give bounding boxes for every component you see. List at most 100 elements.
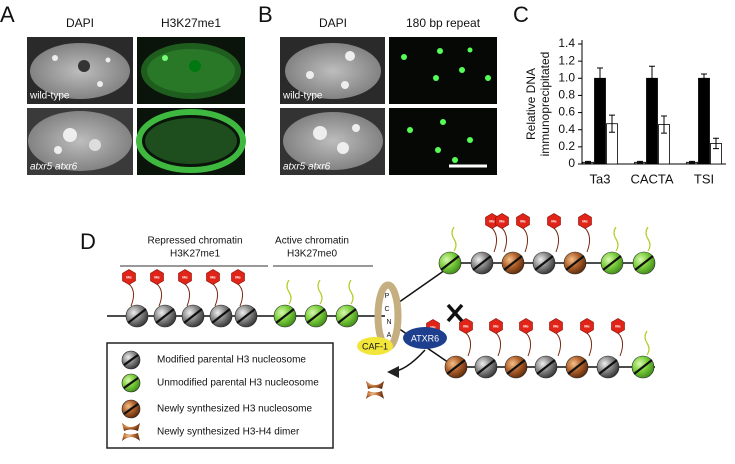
tail xyxy=(495,332,502,357)
y-tick-label: 1.0 xyxy=(558,70,575,84)
error-bar xyxy=(689,160,695,164)
tail xyxy=(553,227,560,253)
unmodified-tail xyxy=(286,279,292,305)
caf1-label: CAF-1 xyxy=(362,341,388,351)
tail xyxy=(465,332,472,357)
nucleosome-dna xyxy=(506,359,526,375)
nucleosome-dna xyxy=(634,255,654,271)
methyl-label: Me xyxy=(523,324,529,329)
micrograph xyxy=(27,37,246,175)
unmodified-tail xyxy=(613,226,619,252)
panel-letter: C xyxy=(513,2,529,27)
methyl-label: Me xyxy=(489,219,495,224)
row-label: wild-type xyxy=(282,91,323,102)
bar xyxy=(698,77,710,165)
error-bar xyxy=(585,160,591,164)
nucleosome-dna xyxy=(306,308,326,324)
y-tick-label: 0.4 xyxy=(558,122,575,136)
methyl-mark xyxy=(516,213,530,229)
x-tick-label: Ta3 xyxy=(590,171,611,186)
methyl-mark xyxy=(489,318,503,334)
bar xyxy=(646,77,658,165)
dimer xyxy=(122,423,140,431)
row-label: atxr5 atxr6 xyxy=(283,162,331,173)
unmodified-tail xyxy=(451,226,457,252)
methyl-mark xyxy=(495,213,509,229)
pcna-letter: C xyxy=(384,306,389,313)
nucleosome-dna xyxy=(534,255,554,271)
nucleosome-dna xyxy=(127,308,147,324)
legend-label: Newly synthesized H3 nucleosome xyxy=(157,404,313,415)
tail xyxy=(184,283,191,307)
error-bar xyxy=(609,114,615,133)
region-label: H3K27me0 xyxy=(287,249,337,260)
atxr6 xyxy=(403,327,447,349)
tail xyxy=(237,283,244,307)
x-tick-label: CACTA xyxy=(630,171,673,186)
x-tick-label: TSI xyxy=(694,171,714,186)
tail xyxy=(525,332,532,357)
legend-box xyxy=(106,342,334,449)
y-tick-label: 1.4 xyxy=(558,36,575,50)
tail xyxy=(156,283,163,307)
methyl-mark xyxy=(231,269,245,285)
nucleosome-dna xyxy=(565,255,585,271)
methyl-label: Me xyxy=(430,325,436,330)
nucleosome-dna xyxy=(602,255,622,271)
error-bar xyxy=(597,67,603,90)
error-bar xyxy=(661,115,667,134)
nucleosome-dna xyxy=(567,359,587,375)
region-label: Active chromatin xyxy=(275,236,349,247)
panel-letter: A xyxy=(0,2,15,27)
atxr6-label: ATXR6 xyxy=(411,333,439,343)
methyl-mark xyxy=(578,213,592,229)
methyl-mark xyxy=(580,318,594,334)
nucleosome-dna xyxy=(123,377,139,389)
y-tick-label: 0.8 xyxy=(558,88,575,102)
y-axis-label: Relative DNA xyxy=(524,68,538,140)
column-label: DAPI xyxy=(319,16,347,30)
new-dimer xyxy=(366,381,384,399)
nucleosome-dna xyxy=(598,359,618,375)
unmodified-tail xyxy=(348,279,354,305)
nucleosome-dna xyxy=(440,255,460,271)
tail xyxy=(128,283,135,307)
panel-letter: B xyxy=(258,2,273,27)
unmodified-tail xyxy=(645,226,651,252)
methyl-mark xyxy=(611,318,625,334)
error-bar xyxy=(637,160,643,164)
nucleosome-dna xyxy=(472,255,492,271)
pcna-letter: P xyxy=(385,293,390,300)
methyl-mark xyxy=(519,318,533,334)
error-bar xyxy=(649,65,655,91)
tail xyxy=(555,332,562,357)
nucleosome-dna xyxy=(503,255,523,271)
column-label: 180 bp repeat xyxy=(406,16,481,30)
region-label: H3K27me1 xyxy=(170,249,220,260)
tail xyxy=(522,227,529,253)
cross xyxy=(446,303,464,323)
nucleosome-dna xyxy=(446,359,466,375)
methyl-label: Me xyxy=(551,219,557,224)
tail xyxy=(212,283,219,307)
unmodified-tail xyxy=(644,330,650,356)
y-tick-label: 0.2 xyxy=(558,139,575,153)
y-axis-label: immunoprecipitated xyxy=(538,52,552,157)
methyl-label: Me xyxy=(210,275,216,280)
methyl-label: Me xyxy=(520,219,526,224)
tail xyxy=(584,227,591,253)
y-tick-label: 1.2 xyxy=(558,53,575,67)
micrograph xyxy=(280,37,497,175)
legend-label: Modified parental H3 nucleosome xyxy=(157,355,306,366)
nucleosome-dna xyxy=(123,403,139,415)
y-tick-label: 0.6 xyxy=(558,105,575,119)
methyl-mark xyxy=(206,269,220,285)
row-label: wild-type xyxy=(29,91,70,102)
nucleosome-dna xyxy=(337,308,357,324)
methyl-label: Me xyxy=(463,324,469,329)
column-label: H3K27me1 xyxy=(161,16,221,30)
methyl-label: Me xyxy=(584,324,590,329)
methyl-label: Me xyxy=(493,324,499,329)
caf1 xyxy=(357,337,393,355)
